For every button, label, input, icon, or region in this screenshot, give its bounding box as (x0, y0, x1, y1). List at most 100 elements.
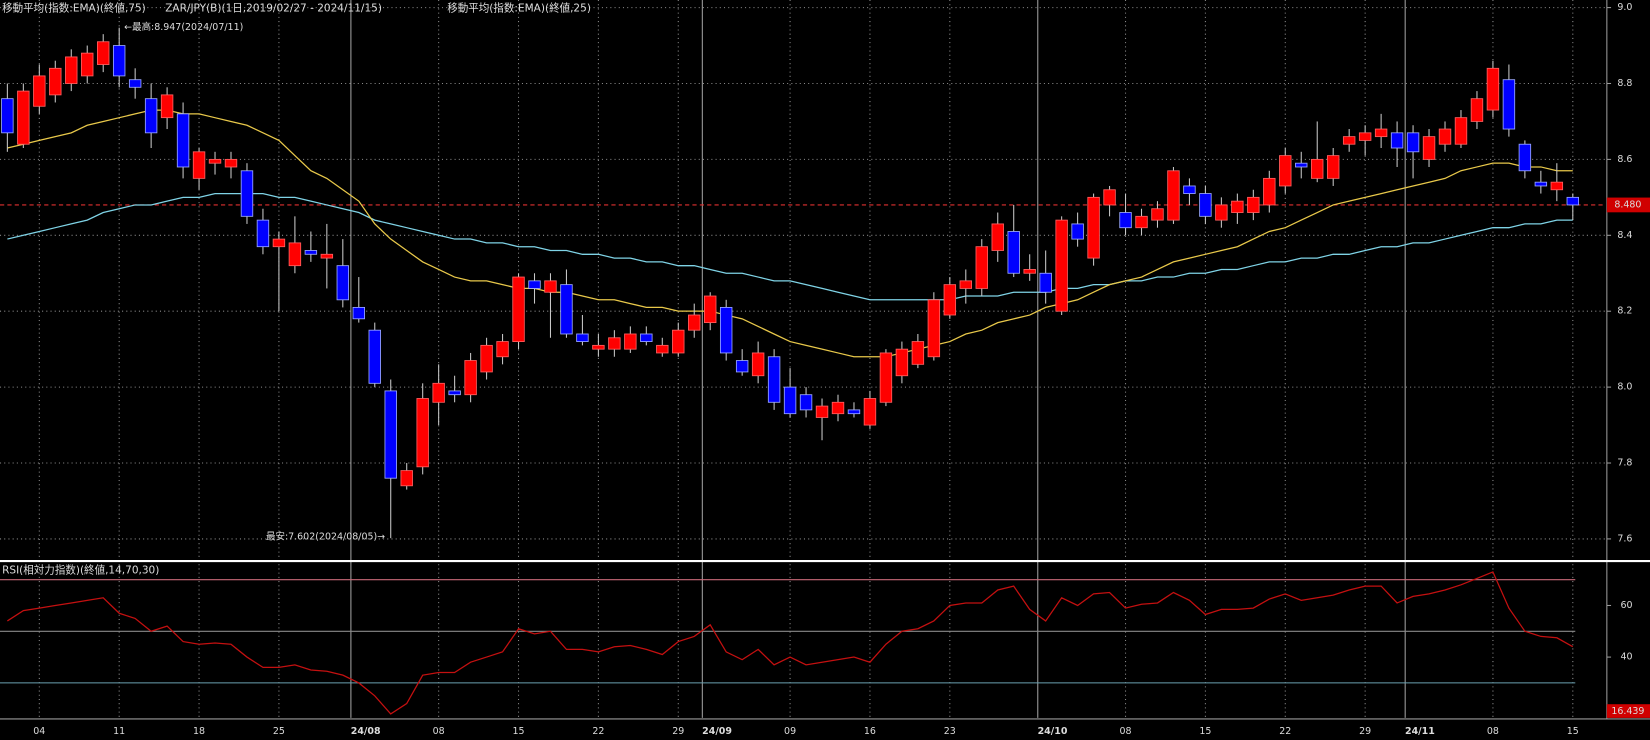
y-tick-label: 8.6 (1617, 154, 1632, 165)
candle-body (751, 352, 765, 377)
candle-body (112, 45, 126, 77)
x-tick-label: 24/09 (702, 726, 732, 737)
candle-body (1135, 215, 1148, 229)
candle-body (1406, 132, 1420, 153)
chart-title: ZAR/JPY(B)(1日,2019/02/27 - 2024/11/15) (165, 2, 382, 14)
candle-body (1311, 158, 1324, 179)
candle-body (624, 333, 637, 350)
candle-body (1358, 132, 1372, 141)
candle-body (1167, 170, 1180, 221)
candle-body (1438, 128, 1452, 145)
candle-body (1199, 193, 1212, 217)
candle-body (1231, 200, 1244, 213)
candle-body (1502, 79, 1516, 130)
candle-body (863, 398, 877, 426)
x-tick-label: 22 (592, 726, 604, 737)
candle-body (704, 295, 717, 324)
rsi-y-tick-label: 40 (1621, 652, 1633, 663)
ema-line (7, 109, 1573, 358)
candle-body (1454, 117, 1468, 145)
candle-body (240, 170, 254, 217)
x-tick-label: 25 (273, 726, 285, 737)
candle-body (1566, 196, 1580, 206)
candle-body (1151, 208, 1164, 221)
candle-body (783, 386, 797, 415)
candle-body (1055, 219, 1068, 312)
candle-body (81, 52, 94, 77)
high-annotation: ←最高:8.947(2024/07/11) (124, 21, 243, 33)
y-tick-label: 9.0 (1617, 2, 1632, 13)
x-tick-label: 15 (512, 726, 524, 737)
candle-body (1470, 98, 1484, 122)
x-tick-label: 23 (944, 726, 956, 737)
candle-body (1279, 155, 1292, 187)
ema-long-legend: 移動平均(指数:EMA)(終値,75) (2, 1, 146, 14)
candle-body (592, 344, 605, 350)
candle-body (1103, 189, 1116, 206)
candle-body (879, 352, 893, 403)
candle-body (1374, 128, 1388, 138)
x-tick-label: 18 (193, 726, 205, 737)
rsi-axis-end-label: 16.439 (1611, 706, 1644, 717)
current-price-label: 8.480 (1614, 199, 1641, 210)
candle-body (512, 276, 525, 342)
candle-body (560, 284, 573, 335)
y-tick-label: 7.8 (1617, 458, 1632, 469)
candle-body (1247, 196, 1260, 213)
candle-body (1215, 204, 1228, 221)
candle-body (1007, 231, 1020, 274)
candle-body (400, 470, 413, 487)
candle-body (1263, 177, 1276, 206)
candle-body (208, 158, 222, 164)
rsi-line (7, 571, 1574, 715)
candle-body (496, 341, 509, 358)
candle-body (991, 223, 1004, 251)
candle-body (272, 238, 286, 248)
x-tick-label: 08 (1120, 726, 1132, 737)
candle-body (847, 409, 861, 415)
candle-body (176, 113, 190, 168)
candle-body (672, 329, 685, 354)
candle-body (1390, 132, 1404, 149)
candle-body (1023, 269, 1036, 274)
candle-body (688, 314, 701, 331)
candle-body (1534, 181, 1548, 187)
x-tick-label: 16 (864, 726, 876, 737)
candle-body (256, 219, 270, 248)
x-tick-label: 08 (433, 726, 445, 737)
candle-body (815, 405, 829, 418)
candle-body (1183, 185, 1196, 194)
candle-body (544, 280, 557, 293)
candle-body (128, 79, 142, 88)
candle-body (448, 390, 461, 396)
ema-line (7, 192, 1573, 301)
candle-body (65, 56, 78, 84)
x-tick-label: 24/10 (1038, 726, 1068, 737)
rsi-legend: RSI(相対力指数)(終値,14,70,30) (2, 564, 159, 577)
candle-body (735, 360, 749, 373)
candle-body (943, 284, 957, 316)
ema-short-legend: 移動平均(指数:EMA)(終値,25) (447, 1, 591, 14)
candle-body (1071, 223, 1084, 240)
x-tick-label: 22 (1279, 726, 1291, 737)
candle-body (352, 306, 365, 320)
y-tick-label: 8.0 (1617, 382, 1632, 393)
candle-body (224, 158, 238, 168)
candle-body (831, 401, 845, 415)
candle-body (33, 75, 46, 107)
candle-body (1518, 143, 1532, 172)
candle-body (368, 329, 381, 384)
x-tick-label: 09 (784, 726, 796, 737)
candle-body (320, 253, 334, 259)
candle-body (432, 382, 445, 403)
candle-body (97, 41, 110, 65)
candle-body (192, 151, 206, 179)
x-tick-label: 08 (1487, 726, 1499, 737)
rsi-y-tick-label: 60 (1621, 600, 1633, 611)
candle-body (464, 360, 477, 396)
x-tick-label: 29 (672, 726, 684, 737)
candle-body (416, 398, 429, 468)
candle-body (49, 67, 62, 96)
candle-body (17, 90, 30, 145)
